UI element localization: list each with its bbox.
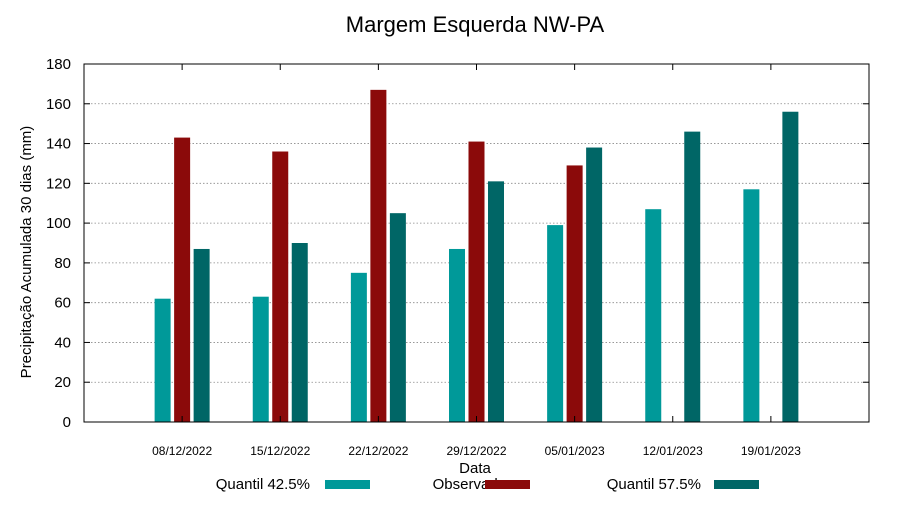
y-tick-label: 100 [46,215,71,232]
y-axis-label: Precipitação Acumulada 30 dias (mm) [18,126,35,379]
bar-2 [370,89,387,422]
legend-swatch [485,480,530,489]
x-tick-label: 12/01/2023 [643,444,703,458]
bar-2 [566,165,583,422]
y-tick-label: 40 [54,334,71,351]
bar-3 [586,147,603,423]
y-tick-label: 60 [54,295,71,312]
bar-1 [154,298,171,422]
x-axis-ticks: 08/12/2022 15/12/2022 22/12/2022 29/12/2022… [152,64,801,458]
y-tick-label: 0 [63,414,71,431]
bar-2 [174,137,191,423]
legend-label: Quantil 57.5% [607,476,701,493]
x-tick-label: 15/12/2022 [250,444,310,458]
legend-label: Quantil 42.5% [216,476,310,493]
bar-3 [684,131,701,422]
bar-1 [645,209,662,422]
x-tick-label: 29/12/2022 [446,444,506,458]
y-tick-label: 180 [46,56,71,73]
bar-1 [449,248,465,422]
legend-swatch [325,480,370,489]
bar-1 [252,296,269,422]
chart-title: Margem Esquerda NW-PA [346,12,605,37]
bar-1 [547,225,564,422]
y-tick-label: 140 [46,136,71,153]
x-axis-label: Data [459,460,491,477]
bar-3 [782,111,799,422]
x-tick-label: 08/12/2022 [152,444,212,458]
legend: Quantil 42.5% Observado Quantil 57.5% [216,476,759,493]
x-tick-label: 19/01/2023 [741,444,801,458]
bar-3 [291,243,308,422]
y-tick-label: 20 [54,374,71,391]
bar-3 [389,213,406,422]
bars [154,89,799,423]
y-tick-label: 120 [46,175,71,192]
bar-2 [468,141,485,423]
bar-1 [350,272,367,422]
y-tick-label: 80 [54,255,71,272]
bar-3 [193,248,210,422]
y-tick-label: 160 [46,96,71,113]
bar-3 [488,181,504,422]
bar-2 [272,151,289,422]
legend-swatch [714,480,759,489]
x-tick-label: 22/12/2022 [348,444,408,458]
y-axis-ticks: 0 20 40 60 80 100 120 140 160 180 [46,56,869,431]
x-tick-label: 05/01/2023 [545,444,605,458]
bar-1 [743,189,760,422]
